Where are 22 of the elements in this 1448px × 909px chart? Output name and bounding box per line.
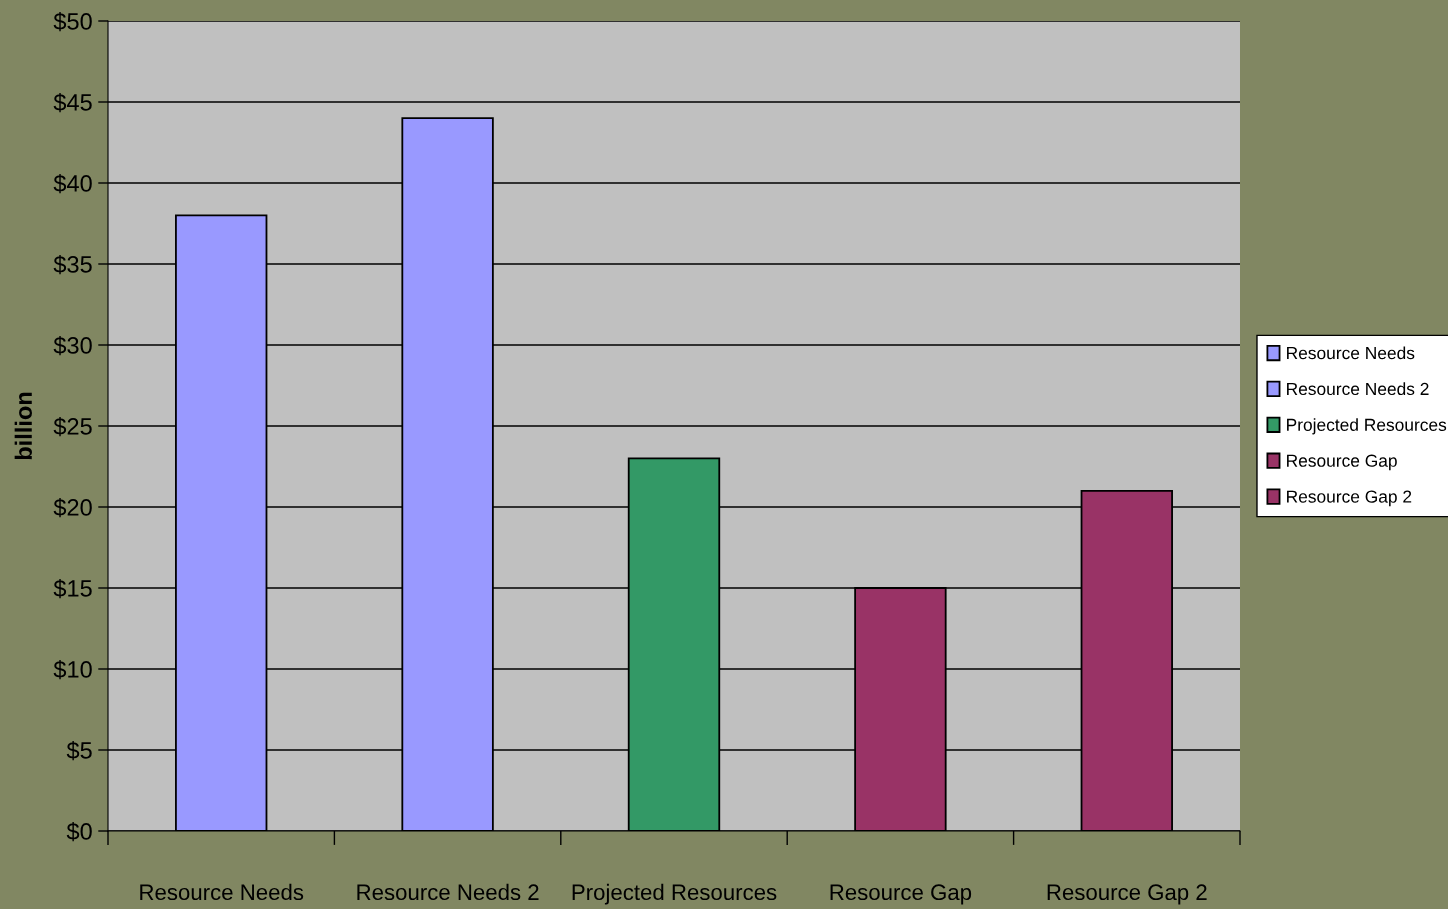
y-axis-title: billion <box>14 392 32 460</box>
y-tick-label: $20 <box>53 498 92 518</box>
y-tick-label: $25 <box>53 417 92 437</box>
y-tick-label: $40 <box>53 174 92 194</box>
x-tick-label: Resource Gap <box>830 884 972 905</box>
legend-label: Projected Resources <box>1287 418 1447 435</box>
x-tick-label: Resource Gap 2 <box>1047 884 1207 905</box>
y-tick-label: $30 <box>53 336 92 356</box>
y-tick-label: $45 <box>53 93 92 113</box>
legend-label: Resource Gap <box>1287 454 1397 471</box>
x-tick-label: Projected Resources <box>572 883 777 905</box>
legend-label: Resource Needs 2 <box>1287 382 1429 396</box>
y-tick-label: $35 <box>53 255 92 275</box>
y-tick-label: $50 <box>53 12 92 32</box>
y-tick-label: $5 <box>66 741 92 761</box>
y-tick-label: $10 <box>53 660 92 680</box>
legend-label: Resource Needs <box>1287 346 1415 360</box>
legend-label: Resource Gap 2 <box>1287 490 1412 507</box>
x-tick-label: Resource Needs <box>140 883 304 901</box>
y-tick-label: $0 <box>66 822 92 842</box>
y-tick-label: $15 <box>53 579 92 599</box>
x-tick-label: Resource Needs 2 <box>357 883 539 901</box>
